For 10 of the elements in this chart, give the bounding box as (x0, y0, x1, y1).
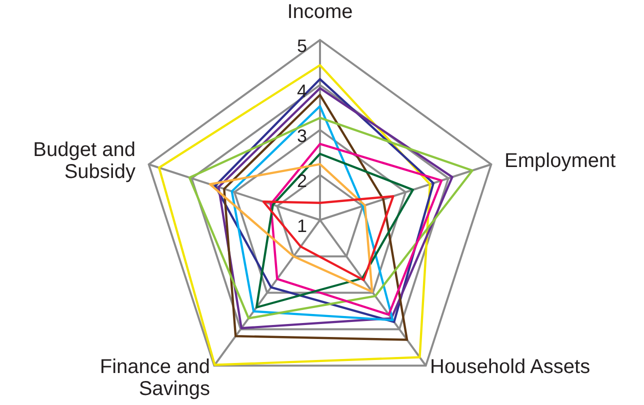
spoke-label: Employment (504, 150, 616, 172)
spoke-label: Finance and Savings (100, 356, 210, 400)
spoke-label: Income (287, 1, 353, 23)
spoke-label: Budget and Subsidy (33, 139, 136, 184)
y-tick-label: 1 (296, 216, 308, 236)
y-tick-label: 5 (296, 36, 308, 56)
spoke-label: Household Assets (430, 356, 590, 378)
y-tick-label: 4 (296, 81, 308, 101)
y-tick-label: 2 (296, 171, 308, 191)
y-tick-label: 3 (296, 126, 308, 146)
